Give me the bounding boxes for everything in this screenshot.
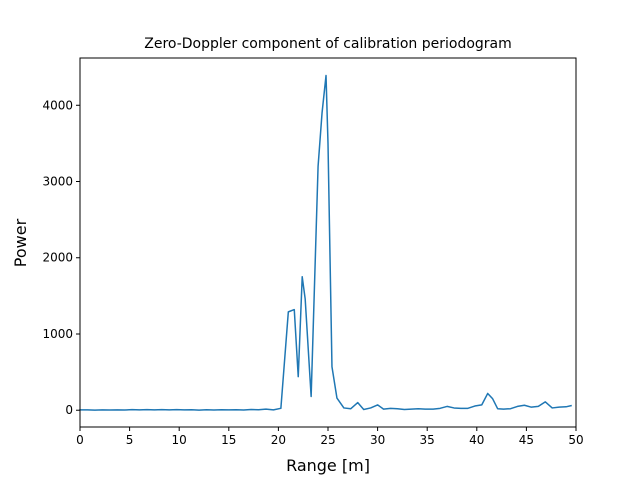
x-tick-label-50: 50 (568, 433, 583, 447)
x-tick-label-15: 15 (221, 433, 236, 447)
y-tick-label-1000: 1000 (42, 327, 73, 341)
x-tick-label-35: 35 (420, 433, 435, 447)
y-tick-label-2000: 2000 (42, 251, 73, 265)
chart-title: Zero-Doppler component of calibration pe… (144, 36, 512, 52)
x-tick-label-30: 30 (370, 433, 385, 447)
x-tick-label-25: 25 (320, 433, 335, 447)
x-tick-label-0: 0 (76, 433, 84, 447)
x-axis-label: Range [m] (286, 456, 370, 475)
y-tick-label-0: 0 (65, 403, 73, 417)
y-tick-label-3000: 3000 (42, 175, 73, 189)
series-line-zero-doppler (79, 74, 572, 411)
y-tick-label-4000: 4000 (42, 98, 73, 112)
x-tick-label-40: 40 (469, 433, 484, 447)
plot-frame (79, 57, 577, 428)
y-axis-label: Power (11, 218, 30, 267)
plot-data (79, 74, 572, 411)
x-tick-label-20: 20 (271, 433, 286, 447)
x-tick-label-5: 5 (126, 433, 134, 447)
x-tick-label-45: 45 (519, 433, 534, 447)
x-tick-label-10: 10 (172, 433, 187, 447)
axis-ticks: 0 5 10 15 20 25 30 35 40 45 50 0 1000 2000 3000 4000 (42, 98, 583, 447)
